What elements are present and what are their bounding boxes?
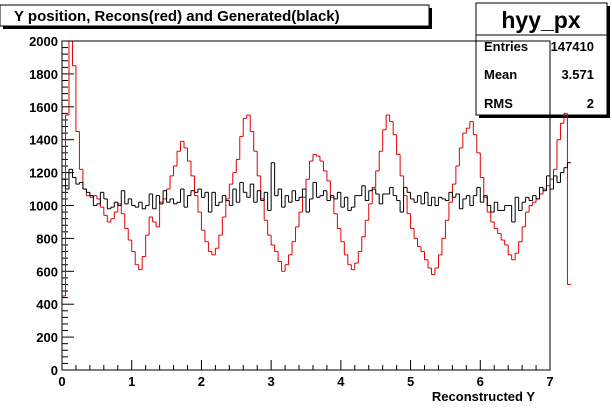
histogram-series xyxy=(62,40,571,297)
stats-entries-label: Entries xyxy=(484,39,528,54)
stats-rms-label: RMS xyxy=(484,96,513,111)
stats-box xyxy=(475,2,608,116)
y-tick-label: 600 xyxy=(36,264,58,279)
stats-name: hyy_px xyxy=(501,7,580,33)
title-box xyxy=(0,4,430,27)
x-tick-label: 0 xyxy=(58,374,65,389)
stats-mean-value: 3.571 xyxy=(561,67,594,82)
generated-series xyxy=(62,162,571,223)
reconstructed-series xyxy=(62,40,571,297)
y-tick-label: 1800 xyxy=(29,67,58,82)
y-tick-label: 800 xyxy=(36,231,58,246)
x-tick-label: 3 xyxy=(268,374,275,389)
x-tick-label: 2 xyxy=(198,374,205,389)
x-tick-label: 1 xyxy=(128,374,135,389)
y-tick-label: 2000 xyxy=(29,34,58,49)
stats-entries-value: 147410 xyxy=(551,39,594,54)
x-axis-title: Reconstructed Y xyxy=(432,389,535,404)
y-tick-label: 400 xyxy=(36,297,58,312)
x-tick-label: 4 xyxy=(337,374,345,389)
y-tick-label: 0 xyxy=(51,363,58,378)
stats-rms-value: 2 xyxy=(587,96,594,111)
x-tick-label: 7 xyxy=(546,374,553,389)
plot-frame xyxy=(61,40,551,371)
y-tick-label: 1200 xyxy=(29,166,58,181)
y-tick-label: 1400 xyxy=(29,133,58,148)
y-tick-label: 1600 xyxy=(29,100,58,115)
y-tick-label: 200 xyxy=(36,330,58,345)
chart-title: Y position, Recons(red) and Generated(bl… xyxy=(14,8,340,25)
axis-ticks: 0 1 2 3 4 5 6 7 0 200 400 600 800 1000 1200 1400 1600 180… xyxy=(29,34,554,389)
x-tick-label: 5 xyxy=(407,374,414,389)
stats-mean-label: Mean xyxy=(484,67,517,82)
x-tick-label: 6 xyxy=(477,374,484,389)
y-tick-label: 1000 xyxy=(29,199,58,214)
